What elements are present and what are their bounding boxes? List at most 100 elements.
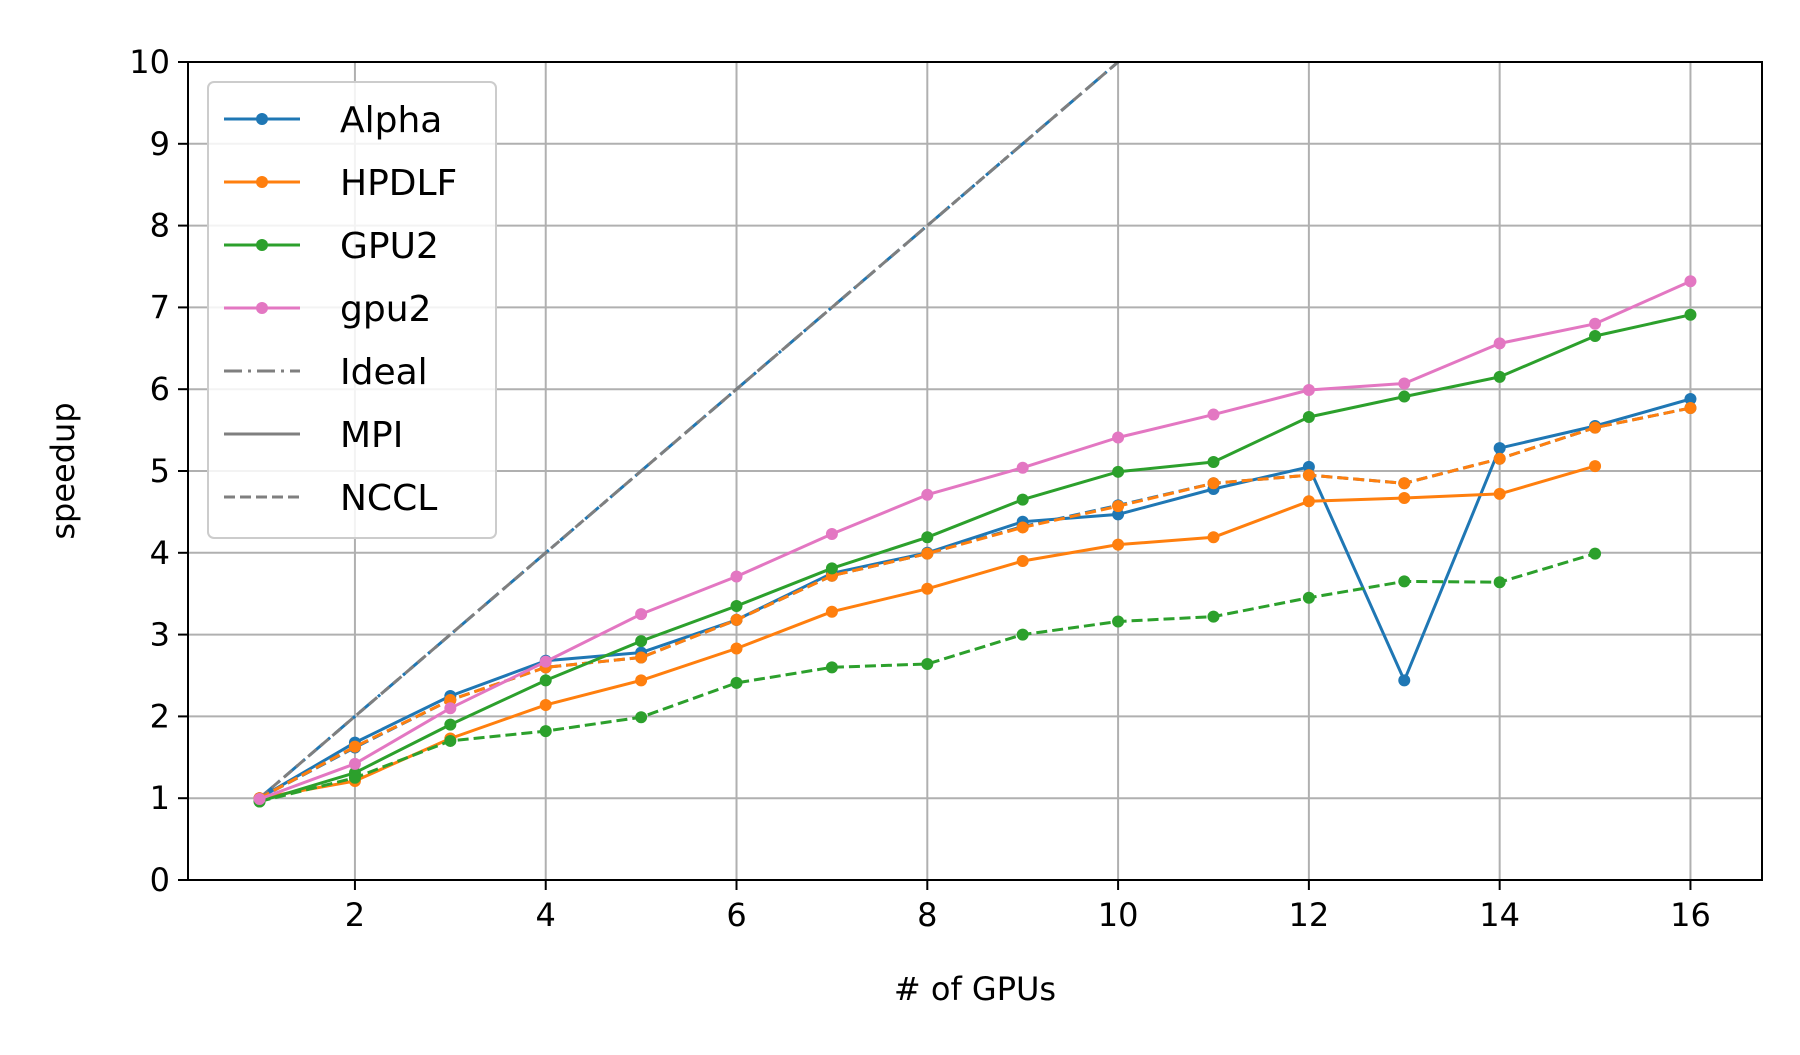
data-point-gpu2-nccl <box>539 725 552 738</box>
legend-marker-gpu2 <box>256 239 268 251</box>
x-tick-label: 16 <box>1670 896 1711 934</box>
data-point-hpdlf-nccl <box>1112 500 1125 513</box>
data-point-gpu2-mpi <box>444 702 457 715</box>
legend-label-alpha: Alpha <box>340 100 442 141</box>
legend: Alpha HPDLF GPU2 gpu2 Ideal MPI NCCL <box>207 81 497 539</box>
series-line-ideal <box>258 60 1120 800</box>
data-point-hpdlf-nccl <box>1684 402 1697 415</box>
data-point-gpu2-nccl <box>1398 575 1411 588</box>
data-point-gpu2-mpi <box>635 635 648 648</box>
data-point-gpu2-mpi <box>539 655 552 668</box>
data-point-hpdlf-mpi <box>921 582 934 595</box>
y-tick-label: 1 <box>150 779 170 817</box>
data-point-alpha-mpi <box>1493 442 1506 455</box>
data-point-hpdlf-nccl <box>348 740 361 753</box>
data-point-gpu2-mpi <box>1302 384 1315 397</box>
y-tick-label: 9 <box>150 125 170 163</box>
data-point-gpu2-mpi <box>1684 275 1697 288</box>
y-tick-label: 0 <box>150 861 170 899</box>
data-point-hpdlf-mpi <box>825 605 838 618</box>
data-point-hpdlf-mpi <box>1302 495 1315 508</box>
data-point-gpu2-mpi <box>635 608 648 621</box>
y-tick-label: 10 <box>129 43 170 81</box>
series-line-gpu2-mpi <box>258 279 1692 801</box>
data-point-hpdlf-nccl <box>1207 477 1220 490</box>
data-point-gpu2-mpi <box>730 570 743 583</box>
data-point-gpu2-mpi <box>1302 411 1315 424</box>
data-point-gpu2-mpi <box>1112 465 1125 478</box>
x-tick-label: 4 <box>536 896 556 934</box>
data-point-gpu2-mpi <box>1493 370 1506 383</box>
data-point-gpu2-nccl <box>444 734 457 747</box>
legend-label-nccl: NCCL <box>340 478 437 519</box>
legend-box <box>207 81 497 539</box>
data-point-gpu2-mpi <box>1398 377 1411 390</box>
data-point-hpdlf-mpi <box>539 698 552 711</box>
data-point-gpu2-mpi <box>1016 493 1029 506</box>
series-line-alpha-mpi <box>258 397 1691 800</box>
y-tick-label: 6 <box>150 370 170 408</box>
legend-label-hpdlf: HPDLF <box>340 163 457 204</box>
data-point-alpha-mpi <box>1684 393 1697 406</box>
data-point-gpu2-nccl <box>921 658 934 671</box>
data-point-gpu2-mpi <box>921 531 934 544</box>
y-tick-label: 5 <box>150 452 170 490</box>
y-tick-label: 8 <box>150 207 170 245</box>
data-point-hpdlf-mpi <box>1398 491 1411 504</box>
data-point-hpdlf-mpi <box>1016 554 1029 567</box>
y-tick-label: 4 <box>150 534 170 572</box>
data-point-gpu2-mpi <box>1589 317 1602 330</box>
series-ideal <box>258 60 1120 800</box>
series-gpu2-mpi <box>253 275 1697 806</box>
data-point-gpu2-mpi <box>730 599 743 612</box>
series-gpu2-nccl <box>253 547 1602 808</box>
x-tick-label: 8 <box>917 896 937 934</box>
data-point-gpu2-nccl <box>1207 610 1220 623</box>
data-point-alpha-mpi <box>1398 674 1411 687</box>
data-point-hpdlf-nccl <box>730 613 743 626</box>
data-point-gpu2-nccl <box>1016 628 1029 641</box>
data-point-gpu2-mpi <box>825 562 838 575</box>
data-point-gpu2-nccl <box>1112 615 1125 628</box>
data-point-hpdlf-mpi <box>730 642 743 655</box>
data-point-gpu2-mpi <box>1493 337 1506 350</box>
data-point-hpdlf-nccl <box>1589 421 1602 434</box>
data-point-gpu2-nccl <box>825 661 838 674</box>
data-point-hpdlf-nccl <box>635 651 648 664</box>
legend-label-mpi: MPI <box>340 415 403 456</box>
data-point-hpdlf-nccl <box>921 547 934 560</box>
data-point-hpdlf-mpi <box>1589 460 1602 473</box>
data-point-hpdlf-nccl <box>1493 452 1506 465</box>
x-axis-label: # of GPUs <box>894 970 1056 1008</box>
series-lines <box>253 60 1697 808</box>
series-gpu2-mpi <box>253 308 1697 808</box>
data-point-gpu2-mpi <box>253 793 266 806</box>
data-point-gpu2-mpi <box>348 757 361 770</box>
data-point-hpdlf-mpi <box>1493 487 1506 500</box>
data-point-hpdlf-mpi <box>635 674 648 687</box>
data-point-gpu2-mpi <box>539 674 552 687</box>
y-tick-label: 7 <box>150 288 170 326</box>
y-tick-label: 2 <box>150 697 170 735</box>
grid-lines <box>188 61 1762 881</box>
series-line-gpu2-mpi <box>259 313 1691 803</box>
series-line-gpu2-nccl <box>259 552 1596 803</box>
data-point-gpu2-nccl <box>635 711 648 724</box>
x-tick-label: 2 <box>345 896 365 934</box>
legend-label-gpu2: GPU2 <box>340 226 439 267</box>
y-axis-label: speedup <box>44 402 82 539</box>
data-point-hpdlf-mpi <box>1207 531 1220 544</box>
data-point-gpu2-nccl <box>348 771 361 784</box>
data-point-gpu2-mpi <box>1207 408 1220 421</box>
data-point-gpu2-mpi <box>1684 308 1697 321</box>
data-point-gpu2-nccl <box>730 676 743 689</box>
data-point-gpu2-mpi <box>921 488 934 501</box>
data-point-gpu2-mpi <box>1398 390 1411 403</box>
data-point-hpdlf-nccl <box>1398 477 1411 490</box>
x-tick-label: 6 <box>726 896 746 934</box>
data-point-gpu2-mpi <box>444 718 457 731</box>
legend-label-gpu2: gpu2 <box>340 289 431 330</box>
data-point-gpu2-nccl <box>1493 576 1506 589</box>
legend-label-ideal: Ideal <box>340 352 428 393</box>
